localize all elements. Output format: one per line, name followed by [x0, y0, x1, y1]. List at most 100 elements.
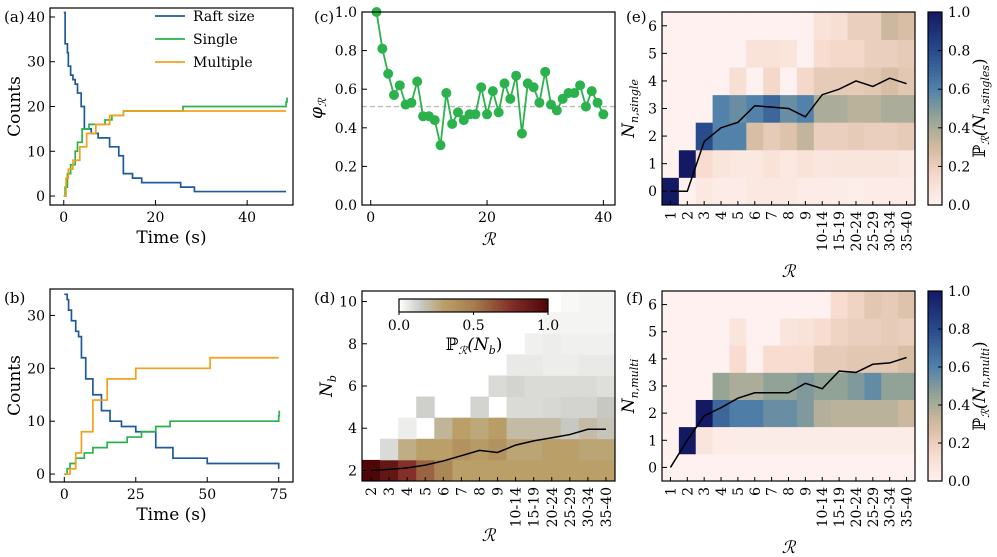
- f-cell-0-1: [678, 453, 697, 482]
- e-cell-0-4: [729, 177, 747, 206]
- e-colorbar-step-58: [928, 15, 942, 19]
- d-cell-7-12: [578, 312, 598, 334]
- d-xtick-label-1: 3: [382, 487, 398, 496]
- d-cell-4-12: [578, 375, 598, 397]
- e-xtick-label-1: 2: [680, 211, 696, 220]
- e-colorbar-step-16: [928, 150, 942, 155]
- d-cell-1-3: [416, 438, 435, 461]
- e-cell-4-3: [712, 67, 730, 96]
- e-colorbar-step-57: [928, 18, 942, 23]
- f-colorbar-tick-label-3: 0.6: [948, 360, 970, 376]
- e-cell-3-6: [763, 94, 781, 123]
- d-colorbar-step-12: [428, 299, 432, 312]
- e-colorbar-step-45: [928, 57, 942, 61]
- d-cell-3-8: [506, 396, 526, 419]
- d-colorbar-step-1: [401, 299, 405, 312]
- e-cell-2-9: [813, 122, 832, 151]
- e-colorbar-tick-label-1: 0.2: [948, 159, 970, 175]
- f-cell-2-13: [881, 399, 899, 428]
- f-cell-3-3: [712, 372, 730, 400]
- f-cell-4-1: [678, 345, 697, 373]
- d-colorbar-step-4: [408, 299, 412, 312]
- f-cell-2-1: [678, 399, 697, 428]
- e-cell-5-3: [712, 39, 730, 68]
- f-cell-3-0: [662, 372, 680, 400]
- f-cell-4-3: [712, 345, 730, 373]
- d-colorbar-step-48: [518, 299, 522, 312]
- f-colorbar-step-56: [928, 300, 942, 305]
- f-cell-4-7: [780, 345, 798, 373]
- d-cell-8-13: [596, 291, 616, 313]
- d-cell-6-13: [596, 333, 616, 355]
- d-colorbar-step-43: [505, 299, 509, 312]
- e-cell-4-1: [678, 67, 697, 96]
- f-cell-4-10: [830, 345, 848, 373]
- f-mean-line: [669, 356, 907, 468]
- d-colorbar-step-17: [441, 299, 445, 312]
- d-colorbar-step-7: [416, 299, 420, 312]
- f-colorbar-step-2: [928, 471, 942, 476]
- f-cell-5-0: [662, 318, 680, 346]
- d-xlabel: ℛ: [482, 526, 497, 546]
- d-cell-5-8: [506, 354, 526, 376]
- e-cell-1-12: [864, 149, 882, 178]
- f-ytick-label-1: 1: [648, 433, 657, 449]
- f-cell-0-6: [763, 453, 781, 482]
- f-colorbar-label: ℙℛ(Nn,multi): [970, 341, 992, 430]
- f-colorbar-step-44: [928, 338, 942, 343]
- d-cell-3-3: [416, 396, 435, 419]
- f-cell-5-14: [898, 318, 916, 346]
- f-colorbar-step-54: [928, 306, 942, 311]
- f-cell-5-6: [763, 318, 781, 346]
- d-colorbar-step-11: [426, 299, 430, 312]
- f-cell-6-14: [898, 291, 916, 319]
- e-colorbar-step-49: [928, 44, 942, 48]
- e-cell-6-5: [746, 12, 764, 40]
- d-cell-0-5: [452, 459, 471, 482]
- d-xtick-label-4: 6: [436, 487, 452, 496]
- e-colorbar-step-53: [928, 31, 942, 36]
- d-xtick-label-5: 7: [454, 487, 470, 496]
- e-cell-6-13: [881, 12, 899, 40]
- f-xtick-label-0: 1: [663, 487, 679, 496]
- c-point-3: [388, 89, 399, 100]
- e-xtick-label-12: 25-29: [866, 211, 882, 251]
- d-xtick-label-9: 15-19: [527, 487, 543, 527]
- f-colorbar-step-58: [928, 294, 942, 298]
- c-panel-label: (c): [314, 8, 334, 26]
- f-xtick-label-14: 35-40: [900, 487, 916, 527]
- e-ytick-label-0: 0: [648, 184, 657, 200]
- e-cell-2-13: [881, 122, 899, 151]
- e-colorbar-step-26: [928, 118, 942, 122]
- e-cell-3-9: [813, 94, 832, 123]
- f-colorbar-step-26: [928, 395, 942, 400]
- e-cell-0-7: [780, 177, 798, 206]
- d-colorbar-step-23: [456, 299, 460, 312]
- e-cell-2-1: [678, 122, 697, 151]
- d-colorbar-step-50: [523, 299, 527, 312]
- d-cell-5-9: [524, 354, 544, 376]
- f-colorbar-step-11: [928, 443, 942, 447]
- f-colorbar-step-33: [928, 373, 942, 377]
- e-colorbar-step-14: [928, 156, 942, 161]
- f-cell-5-2: [695, 318, 713, 346]
- e-cell-1-9: [813, 149, 832, 178]
- e-cell-0-11: [847, 177, 865, 206]
- d-cell-7-10: [542, 312, 562, 334]
- c-point-36: [580, 101, 591, 112]
- c-point-31: [551, 105, 562, 116]
- f-colorbar-step-49: [928, 322, 942, 327]
- c-point-19: [482, 109, 493, 120]
- f-cell-1-7: [780, 426, 798, 455]
- f-cell-2-4: [729, 399, 747, 428]
- e-cell-3-3: [712, 94, 730, 123]
- f-ytick-label-0: 0: [648, 460, 657, 476]
- c-point-4: [394, 80, 405, 91]
- c-point-27: [528, 82, 539, 93]
- d-cell-0-8: [506, 459, 526, 482]
- f-colorbar-step-30: [928, 382, 942, 387]
- f-colorbar-tick-label-4: 0.8: [948, 322, 970, 338]
- c-ytick-label-1: 0.2: [335, 159, 357, 175]
- f-colorbar-step-16: [928, 427, 942, 431]
